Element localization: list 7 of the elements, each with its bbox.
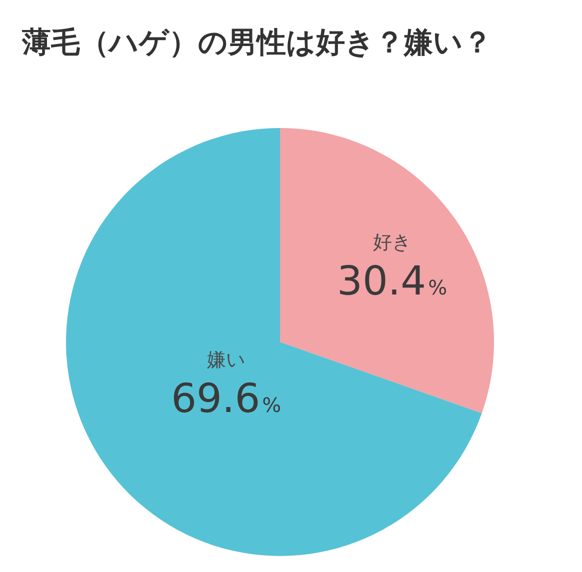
pie-slice: [66, 128, 482, 556]
data-label: 69.6%: [171, 376, 282, 422]
slice-label: 嫌い: [207, 349, 246, 372]
data-label: 30.4%: [337, 258, 448, 305]
chart-title: 薄毛（ハゲ）の男性は好き？嫌い？: [21, 25, 492, 59]
pie-slice: [280, 128, 494, 414]
slice-label: 好き: [373, 232, 412, 254]
